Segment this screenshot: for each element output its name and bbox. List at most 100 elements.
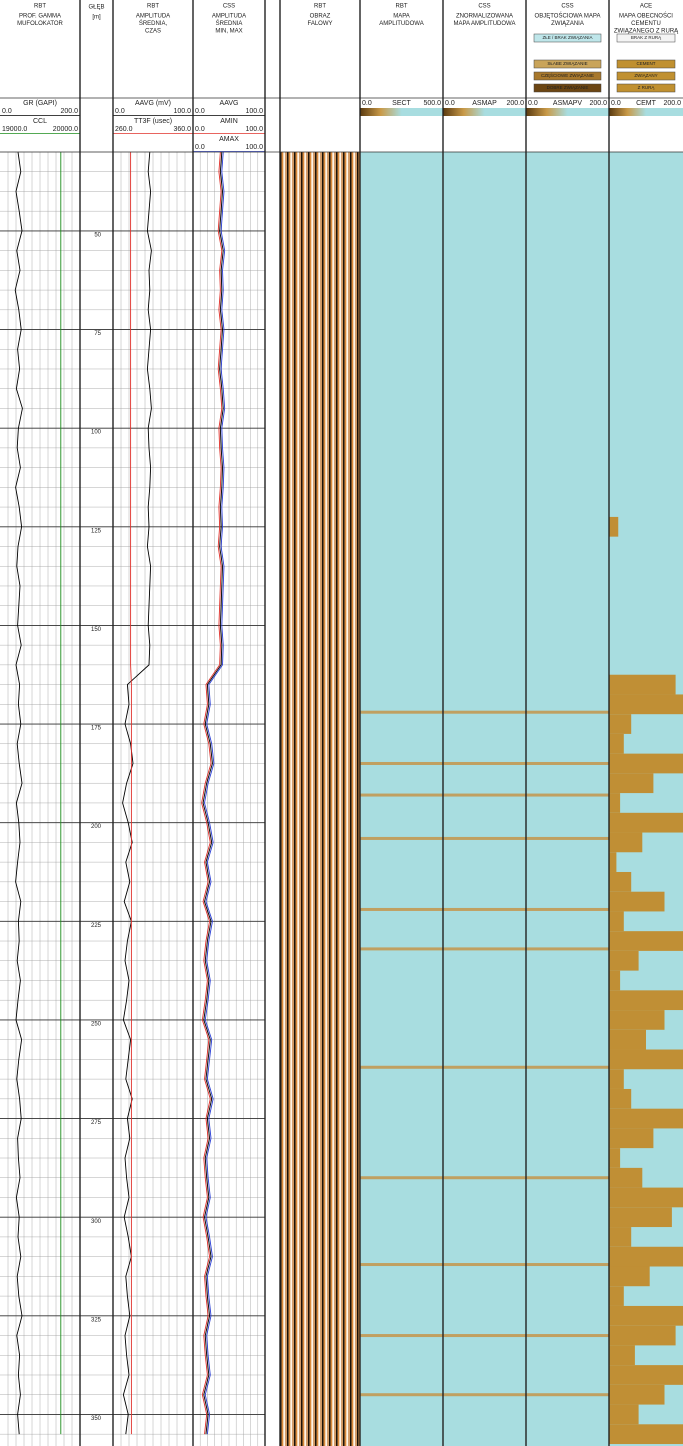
cement-band xyxy=(609,1109,683,1129)
low-bond-streak xyxy=(526,794,609,797)
depth-label: 175 xyxy=(91,726,102,732)
cement-band xyxy=(609,517,618,537)
legend-text: CZĘŚCIOWE ZWIĄZANIE xyxy=(541,71,594,78)
cement-band xyxy=(609,931,683,951)
curve-name: CCL xyxy=(33,118,47,125)
cement-band xyxy=(609,1286,624,1306)
curve-max: 100.0 xyxy=(245,108,263,115)
map-background xyxy=(443,152,526,1446)
low-bond-streak xyxy=(443,1176,526,1179)
cement-band xyxy=(609,1365,683,1385)
cement-band xyxy=(609,714,631,734)
curve-max: 100.0 xyxy=(173,108,191,115)
cement-band xyxy=(609,1227,631,1247)
legend-text: ZWIĄZANY xyxy=(634,73,657,78)
track-service: RBT xyxy=(147,4,159,10)
cement-band xyxy=(609,911,624,931)
depth-label: 225 xyxy=(91,923,102,929)
track-title: MIN, MAX xyxy=(215,29,242,35)
cement-band xyxy=(609,990,683,1010)
track-title: PROF. GAMMA xyxy=(19,14,61,20)
track-title: ŚREDNIA, xyxy=(139,19,168,27)
cement-band xyxy=(609,1089,631,1109)
cement-band xyxy=(609,793,620,813)
cement-band xyxy=(609,754,683,774)
cement-band xyxy=(609,1424,683,1444)
legend-text: Z RURĄ xyxy=(638,85,656,90)
curve-name: AAVG xyxy=(220,100,239,107)
cement-band xyxy=(609,773,653,793)
curve-name: AAVG (mV) xyxy=(135,100,171,107)
track-title: ZWIĄZANIA xyxy=(551,21,584,27)
legend-text: SŁABE ZWIĄZANIE xyxy=(547,61,587,66)
low-bond-streak xyxy=(443,1263,526,1266)
low-bond-streak xyxy=(443,794,526,797)
low-bond-streak xyxy=(526,1334,609,1337)
depth-label: 325 xyxy=(91,1317,102,1323)
cement-band xyxy=(609,1326,676,1346)
well-log: 5075100125150175200225250275300325350GŁĘ… xyxy=(0,0,683,1446)
cement-band xyxy=(609,1345,635,1365)
low-bond-streak xyxy=(360,711,443,714)
depth-label: 150 xyxy=(91,627,102,633)
depth-label: 275 xyxy=(91,1120,102,1126)
cement-band xyxy=(609,892,665,912)
curve-min: 0.0 xyxy=(195,144,205,151)
depth-label: 350 xyxy=(91,1416,102,1422)
curve-min: 19000.0 xyxy=(2,126,27,133)
cement-band xyxy=(609,675,676,695)
cement-band xyxy=(609,1050,683,1070)
low-bond-streak xyxy=(526,947,609,950)
cement-band xyxy=(609,951,639,971)
low-bond-streak xyxy=(443,1393,526,1396)
low-bond-streak xyxy=(360,1176,443,1179)
map-min: 0.0 xyxy=(445,100,455,107)
map-max: 200.0 xyxy=(663,100,681,107)
cement-band xyxy=(609,1385,665,1405)
depth-label: 250 xyxy=(91,1022,102,1028)
map-color-scale xyxy=(526,108,609,116)
track-service: ACE xyxy=(640,4,652,10)
curve-min: 260.0 xyxy=(115,126,133,133)
depth-label: 200 xyxy=(91,824,102,830)
map-background xyxy=(526,152,609,1446)
cement-band xyxy=(609,1266,650,1286)
cement-band xyxy=(609,1010,665,1030)
map-name: CEMT xyxy=(636,100,657,107)
cement-band xyxy=(609,1030,646,1050)
low-bond-streak xyxy=(360,1334,443,1337)
low-bond-streak xyxy=(526,1066,609,1069)
low-bond-streak xyxy=(443,711,526,714)
map-min: 0.0 xyxy=(362,100,372,107)
track-title: AMPLITUDOWA xyxy=(379,21,423,27)
low-bond-streak xyxy=(443,1334,526,1337)
low-bond-streak xyxy=(526,711,609,714)
depth-label: 75 xyxy=(94,331,101,337)
cement-band xyxy=(609,1128,653,1148)
curve-max: 360.0 xyxy=(173,126,191,133)
cement-band xyxy=(609,1069,624,1089)
cement-band xyxy=(609,1168,642,1188)
map-min: 0.0 xyxy=(528,100,538,107)
low-bond-streak xyxy=(360,1263,443,1266)
map-max: 200.0 xyxy=(589,100,607,107)
cement-band xyxy=(609,1188,683,1208)
map-color-scale xyxy=(443,108,526,116)
depth-label: 100 xyxy=(91,430,102,436)
track-title: MUFOLOKATOR xyxy=(17,21,63,27)
cement-band xyxy=(609,872,631,892)
track-title: FALOWY xyxy=(307,21,332,27)
depth-header: [m] xyxy=(92,15,101,21)
track-title: ZNORMALIZOWANA xyxy=(456,14,513,20)
curve-name: AMAX xyxy=(219,136,239,143)
curve-min: 0.0 xyxy=(195,108,205,115)
legend-text: BRAK Z RURĄ xyxy=(631,35,662,40)
track-title: AMPLITUDA xyxy=(212,14,246,20)
curve-min: 0.0 xyxy=(195,126,205,133)
map-color-scale xyxy=(360,108,443,116)
cement-band xyxy=(609,1207,672,1227)
curve-min: 0.0 xyxy=(2,108,12,115)
low-bond-streak xyxy=(360,908,443,911)
low-bond-streak xyxy=(443,908,526,911)
cement-band xyxy=(609,734,624,754)
